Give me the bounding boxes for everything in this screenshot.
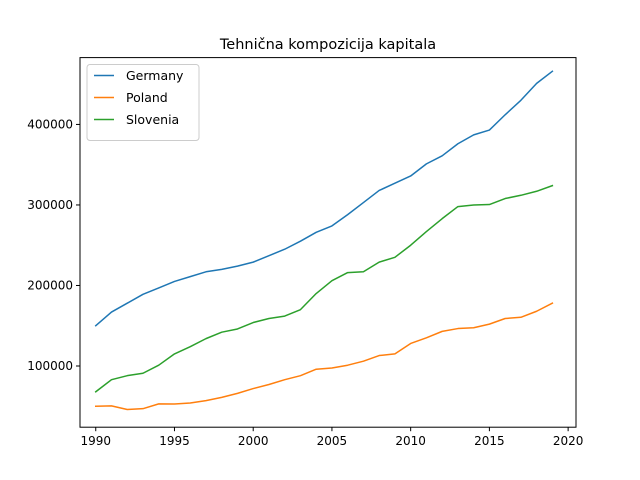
legend-label: Poland: [126, 90, 168, 105]
series-layer: [94, 70, 554, 411]
x-tick-label: 2015: [474, 434, 505, 448]
plot-frame: [79, 57, 577, 428]
x-tick-label: 2000: [238, 434, 269, 448]
legend: Germany Poland Slovenia: [86, 64, 200, 141]
x-tick-label: 1990: [80, 434, 111, 448]
series-line-poland: [94, 302, 554, 411]
x-tick-label: 2020: [553, 434, 584, 448]
legend-box: [86, 64, 200, 141]
y-tick-label: 100000: [27, 359, 73, 373]
x-tick-label: 2005: [317, 434, 348, 448]
chart-title: Tehnična kompozicija kapitala: [219, 37, 436, 53]
legend-label: Slovenia: [126, 112, 179, 127]
x-tick-label: 1995: [159, 434, 190, 448]
y-tick-label: 200000: [27, 279, 73, 293]
x-tick-label: 2010: [395, 434, 426, 448]
series-line-germany: [94, 70, 554, 327]
y-tick-label: 300000: [27, 198, 73, 212]
legend-label: Germany: [126, 68, 184, 83]
axes-layer: 1990 1995 2000 2005 2010 2015 2020 100000 200000…: [27, 118, 583, 449]
y-tick-label: 400000: [27, 118, 73, 132]
series-line-slovenia: [94, 184, 554, 393]
